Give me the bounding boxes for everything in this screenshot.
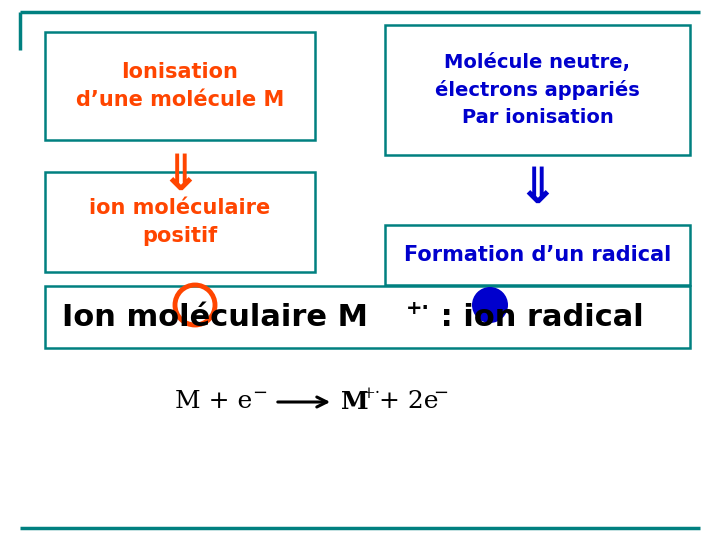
Text: Ion moléculaire M: Ion moléculaire M [62, 302, 368, 332]
FancyBboxPatch shape [45, 172, 315, 272]
Text: ⇓: ⇓ [159, 152, 201, 200]
Text: M: M [341, 390, 369, 414]
Text: Molécule neutre,
électrons appariés
Par ionisation: Molécule neutre, électrons appariés Par … [435, 53, 640, 127]
FancyBboxPatch shape [385, 225, 690, 285]
Text: ⇓: ⇓ [516, 165, 559, 213]
Text: Formation d’un radical: Formation d’un radical [404, 245, 671, 265]
Text: +·: +· [361, 384, 380, 402]
Text: + 2e: + 2e [379, 390, 438, 414]
Text: +·: +· [406, 300, 430, 319]
FancyBboxPatch shape [385, 25, 690, 155]
Text: ion moléculaire
positif: ion moléculaire positif [89, 198, 271, 246]
FancyBboxPatch shape [45, 32, 315, 140]
Circle shape [472, 287, 508, 323]
FancyBboxPatch shape [45, 286, 690, 348]
Text: Ionisation
d’une molécule M: Ionisation d’une molécule M [76, 62, 284, 110]
Text: −: − [433, 384, 448, 402]
Text: : ion radical: : ion radical [430, 302, 644, 332]
Text: −: − [252, 384, 267, 402]
Text: M + e: M + e [175, 390, 252, 414]
